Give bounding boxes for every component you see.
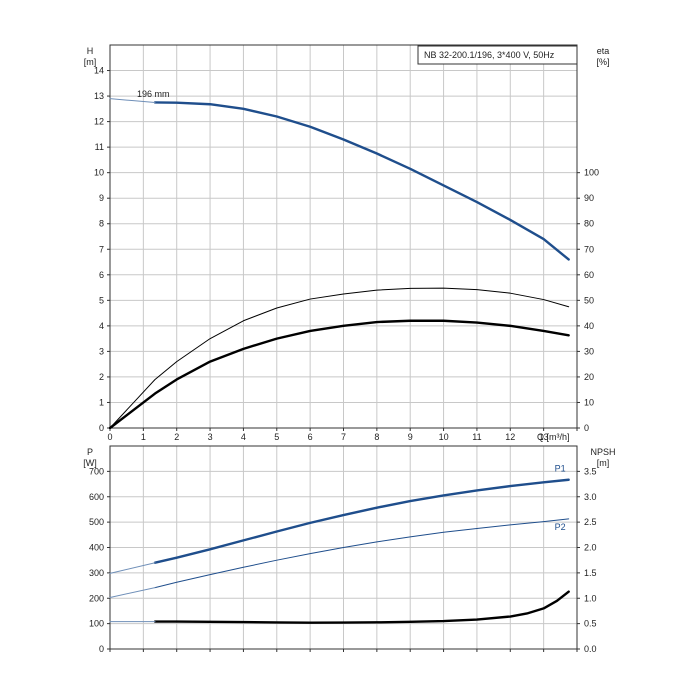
title-box: NB 32-200.1/196, 3*400 V, 50Hz (417, 45, 578, 65)
series-line (109, 287, 570, 429)
title-box-text: NB 32-200.1/196, 3*400 V, 50Hz (424, 50, 555, 60)
left-tick-label: 0 (99, 423, 104, 433)
left-tick-label: 3 (99, 346, 104, 356)
left-tick-label: 13 (94, 91, 104, 101)
series-line (109, 562, 156, 574)
x-tick-label: 7 (341, 432, 346, 442)
right-tick-label: 1.0 (584, 593, 597, 603)
series-line (108, 319, 570, 430)
right-tick-label: 80 (584, 219, 594, 229)
top-panel: 0123456789101112131401020304050607080901… (84, 44, 610, 442)
right-axis-title: eta (597, 46, 610, 56)
plot-frame (109, 44, 578, 429)
left-tick-label: 5 (99, 295, 104, 305)
right-tick-label: 30 (584, 346, 594, 356)
x-tick-label: 12 (505, 432, 515, 442)
right-tick-label: 70 (584, 244, 594, 254)
left-tick-label: 400 (89, 543, 104, 553)
x-tick-label: 10 (439, 432, 449, 442)
left-tick-label: 600 (89, 492, 104, 502)
left-axis-unit: [W] (83, 458, 97, 468)
series-line (109, 587, 156, 598)
left-tick-label: 6 (99, 270, 104, 280)
x-tick-label: 3 (208, 432, 213, 442)
left-tick-label: 500 (89, 517, 104, 527)
x-axis-label: Q [m³/h] (537, 432, 570, 442)
x-tick-label: 0 (107, 432, 112, 442)
right-tick-label: 3.5 (584, 466, 597, 476)
series-line (154, 518, 570, 589)
right-tick-label: 50 (584, 295, 594, 305)
x-tick-label: 9 (408, 432, 413, 442)
left-tick-label: 200 (89, 593, 104, 603)
x-tick-label: 6 (308, 432, 313, 442)
right-tick-label: 2.5 (584, 517, 597, 527)
left-axis-title: P (87, 447, 93, 457)
right-tick-label: 3.0 (584, 492, 597, 502)
right-tick-label: 90 (584, 193, 594, 203)
series-line (153, 590, 570, 624)
left-tick-label: 0 (99, 644, 104, 654)
left-tick-label: 9 (99, 193, 104, 203)
right-tick-label: 0 (584, 423, 589, 433)
right-axis-unit: [%] (596, 57, 609, 67)
plot-frame (109, 445, 578, 650)
series-line (109, 98, 156, 103)
left-tick-label: 12 (94, 117, 104, 127)
right-tick-label: 10 (584, 397, 594, 407)
x-tick-label: 1 (141, 432, 146, 442)
x-tick-label: 5 (274, 432, 279, 442)
right-tick-label: 40 (584, 321, 594, 331)
title-box-frame (417, 45, 578, 65)
left-tick-label: 1 (99, 397, 104, 407)
annotation-label: 196 mm (137, 89, 170, 99)
right-tick-label: 0.5 (584, 619, 597, 629)
x-tick-label: 8 (374, 432, 379, 442)
bottom-panel: 0 100 200 300 400 500 600 700 0.0 0.5 1.0 1.5 2.0 2.5… (83, 445, 616, 654)
x-tick-label: 2 (174, 432, 179, 442)
right-tick-label: 20 (584, 372, 594, 382)
right-tick-label: 0.0 (584, 644, 597, 654)
left-tick-label: 10 (94, 168, 104, 178)
series-label: P2 (555, 522, 566, 532)
right-tick-label: 1.5 (584, 568, 597, 578)
series-label: P1 (555, 464, 566, 474)
x-tick-label: 13 (539, 432, 549, 442)
right-tick-label: 2.0 (584, 543, 597, 553)
right-tick-label: 60 (584, 270, 594, 280)
left-tick-label: 700 (89, 466, 104, 476)
left-axis-unit: [m] (84, 57, 97, 67)
right-tick-label: 100 (584, 168, 599, 178)
series-line (153, 478, 570, 564)
right-axis-unit: [m] (597, 458, 610, 468)
left-tick-label: 300 (89, 568, 104, 578)
left-tick-label: 7 (99, 244, 104, 254)
x-tick-label: 4 (241, 432, 246, 442)
left-axis-title: H (87, 46, 94, 56)
left-tick-label: 4 (99, 321, 104, 331)
left-tick-label: 14 (94, 66, 104, 76)
left-tick-label: 2 (99, 372, 104, 382)
series-line (153, 101, 570, 261)
left-tick-label: 100 (89, 619, 104, 629)
left-tick-label: 11 (95, 142, 104, 152)
x-tick-label: 11 (472, 432, 481, 442)
left-tick-label: 8 (99, 219, 104, 229)
right-axis-title: NPSH (590, 447, 615, 457)
